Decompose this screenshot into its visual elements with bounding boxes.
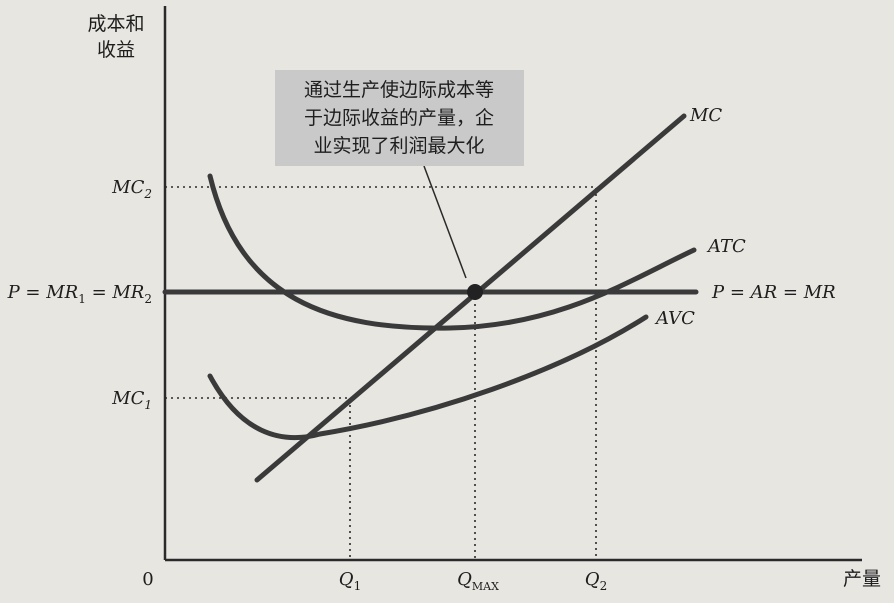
x-tick-qmax: QMAX	[457, 569, 499, 593]
callout-box	[275, 70, 524, 166]
callout-line-1: 通过生产使边际成本等	[304, 79, 494, 101]
mc-curve-label: MC	[689, 105, 722, 126]
price-line-label: P = AR = MR	[711, 282, 836, 303]
y-axis-label-line-1: 成本和	[87, 13, 144, 35]
y-axis-label-line-2: 收益	[97, 39, 135, 61]
x-tick-q2: Q2	[585, 569, 607, 593]
callout-line-3: 业实现了利润最大化	[313, 135, 484, 157]
profit-max-point	[467, 284, 483, 300]
atc-curve	[207, 173, 697, 331]
callout-line-2: 于边际收益的产量，企	[304, 107, 494, 129]
x-tick-q1: Q1	[339, 569, 361, 593]
atc-curve-label: ATC	[706, 236, 746, 257]
x-axis-label: 产量	[843, 568, 881, 590]
mc2-guide-line	[165, 186, 597, 560]
y-tick-mc1: MC1	[111, 388, 152, 412]
avc-curve	[207, 314, 649, 441]
avc-curve-label: AVC	[654, 308, 695, 329]
callout-pointer	[423, 165, 467, 279]
y-tick-mc2: MC2	[111, 177, 152, 201]
y-tick-price: P = MR1 = MR2	[7, 282, 152, 306]
origin-label: 0	[142, 569, 153, 590]
